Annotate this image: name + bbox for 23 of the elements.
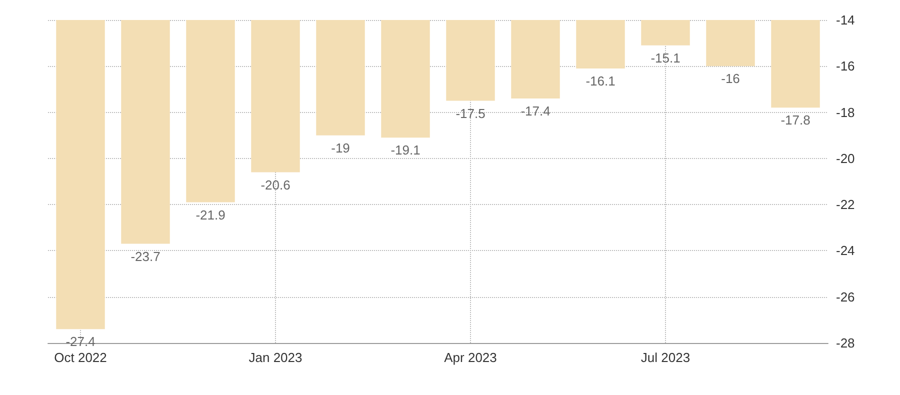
- data-label: -16: [721, 71, 740, 86]
- x-tick-label: Jul 2023: [640, 350, 690, 365]
- x-tick-label: Apr 2023: [444, 350, 497, 365]
- y-tick-label: -20: [836, 150, 855, 166]
- data-label: -16.1: [586, 73, 616, 88]
- data-label: -15.1: [650, 50, 680, 66]
- y-tick-label: -24: [836, 243, 855, 258]
- data-label: -17.4: [520, 103, 550, 118]
- data-label: -23.7: [130, 248, 160, 264]
- x-tick-label: Jan 2023: [248, 350, 302, 365]
- data-label: -20.6: [260, 177, 290, 192]
- data-label: -17.5: [456, 106, 486, 121]
- data-label: -19.1: [390, 142, 420, 158]
- y-tick-label: -16: [836, 58, 855, 74]
- y-tick-label: -26: [836, 289, 855, 304]
- y-tick-label: -28: [836, 336, 855, 350]
- data-label: -21.9: [196, 207, 226, 222]
- y-tick-label: -22: [836, 197, 855, 212]
- y-tick-label: -14: [836, 12, 855, 28]
- data-label: -19: [331, 140, 350, 156]
- x-tick-label: Oct 2022: [54, 350, 107, 365]
- y-tick-label: -18: [836, 104, 855, 120]
- data-label: -17.8: [780, 112, 810, 128]
